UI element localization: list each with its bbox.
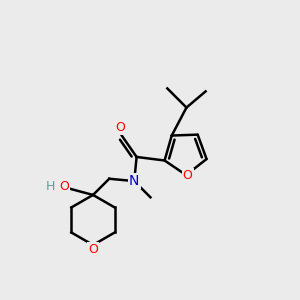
Text: H: H bbox=[45, 181, 55, 194]
Text: O: O bbox=[115, 121, 125, 134]
Text: O: O bbox=[88, 243, 98, 256]
Text: O: O bbox=[59, 181, 69, 194]
Text: O: O bbox=[183, 169, 193, 182]
Text: N: N bbox=[129, 174, 140, 188]
